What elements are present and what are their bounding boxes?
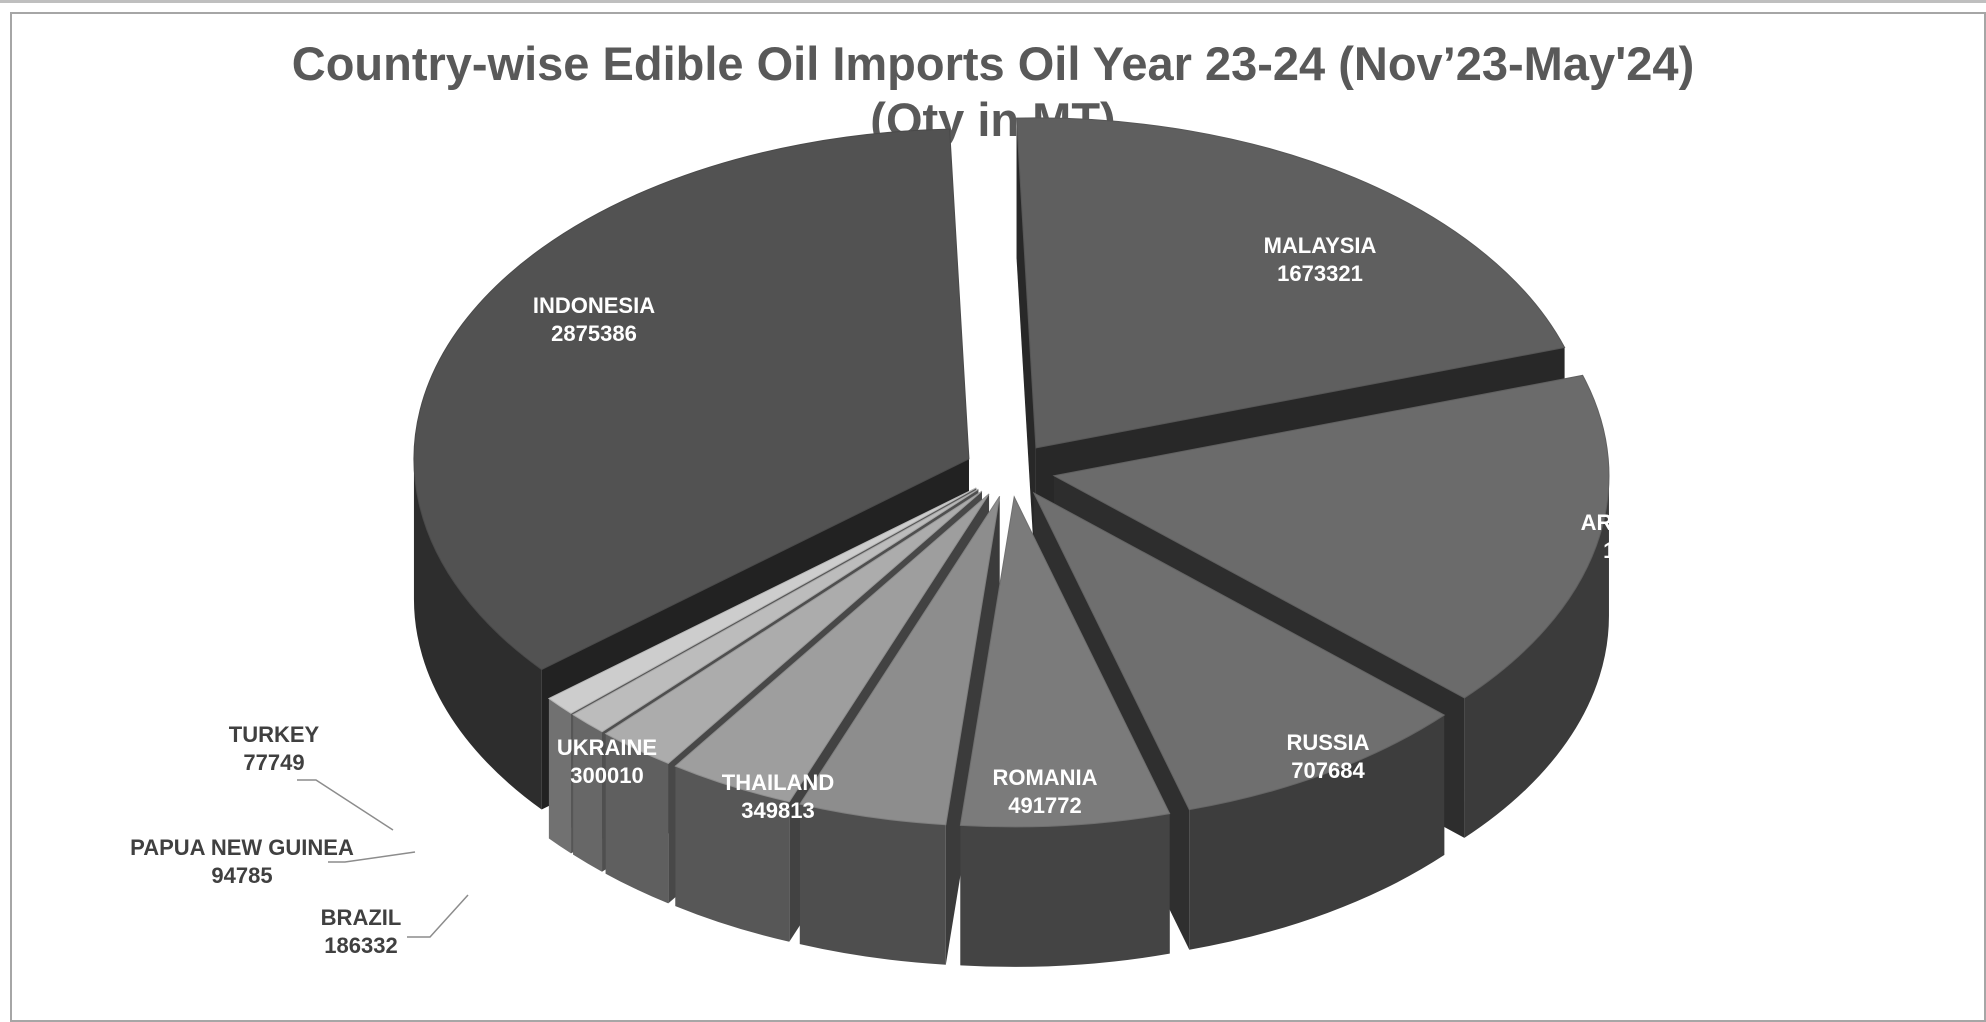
slice-thailand	[799, 496, 1001, 965]
value-argentina: 1352061	[1603, 538, 1689, 563]
slice-romania	[959, 495, 1171, 967]
leader-turkey	[297, 779, 394, 831]
label-brazil: BRAZIL	[321, 905, 402, 930]
value-indonesia: 2875386	[551, 321, 637, 346]
value-malaysia: 1673321	[1277, 261, 1363, 286]
label-romania: ROMANIA	[992, 765, 1097, 790]
label-argentina: ARGENTINA	[1581, 510, 1712, 535]
chart-title: Country-wise Edible Oil Imports Oil Year…	[291, 37, 1695, 90]
value-romania: 491772	[1008, 793, 1081, 818]
label-malaysia: MALAYSIA	[1264, 233, 1377, 258]
value-brazil: 186332	[324, 933, 397, 958]
value-ukraine: 300010	[570, 763, 643, 788]
value-turkey: 77749	[243, 750, 304, 775]
value-thailand: 349813	[741, 798, 814, 823]
top-border	[0, 0, 1986, 3]
label-indonesia: INDONESIA	[533, 293, 655, 318]
label-ukraine: UKRAINE	[557, 735, 657, 760]
value-papua-new-guinea: 94785	[211, 863, 272, 888]
label-turkey: TURKEY	[229, 722, 320, 747]
leader-papua-new-guinea	[328, 851, 416, 863]
label-papua-new-guinea: PAPUA NEW GUINEA	[130, 835, 354, 860]
label-thailand: THAILAND	[722, 770, 834, 795]
label-russia: RUSSIA	[1286, 730, 1369, 755]
value-russia: 707684	[1291, 758, 1365, 783]
leader-brazil	[407, 894, 469, 938]
